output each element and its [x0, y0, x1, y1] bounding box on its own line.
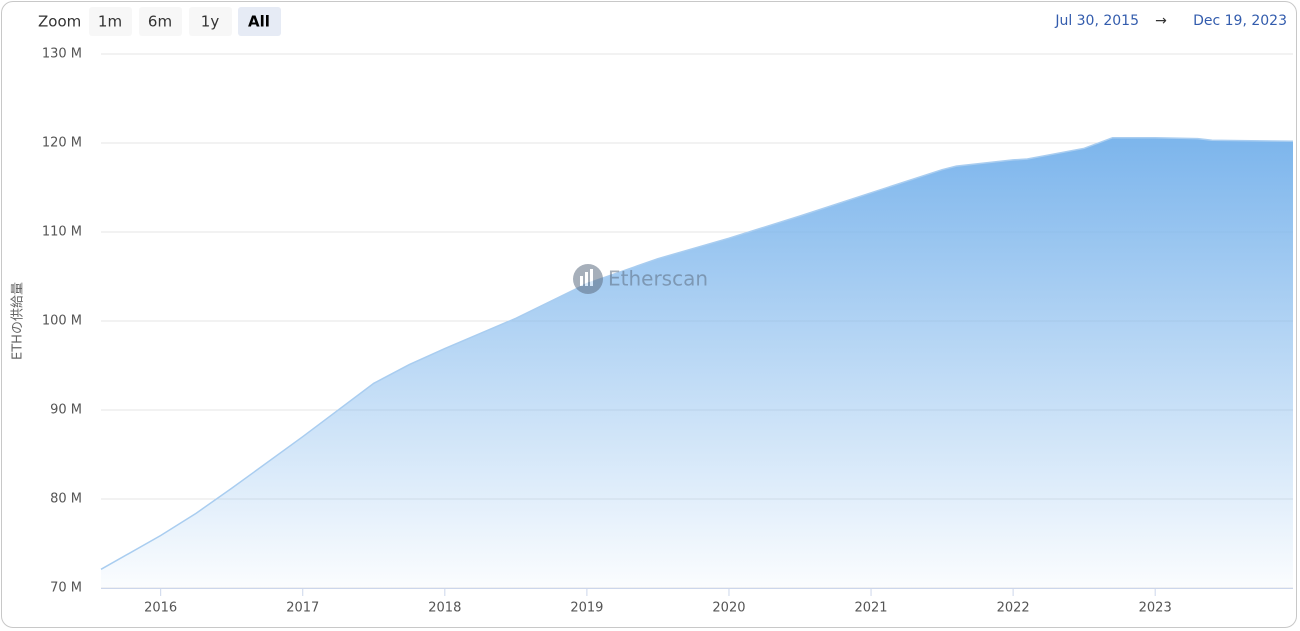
- x-tick-label: 2019: [570, 601, 603, 616]
- zoom-button[interactable]: [89, 7, 132, 36]
- x-tick-label: 2020: [712, 601, 745, 616]
- zoom-button-label[interactable]: 6m: [148, 13, 172, 31]
- range-from[interactable]: Jul 30, 2015: [1054, 13, 1139, 29]
- area-fill: [101, 137, 1293, 588]
- y-tick-label: 80 M: [50, 492, 82, 507]
- y-tick-label: 100 M: [42, 314, 82, 329]
- x-tick-label: 2021: [854, 601, 887, 616]
- zoom-button-label[interactable]: 1m: [98, 13, 122, 31]
- y-tick-label: 120 M: [42, 136, 82, 151]
- watermark-icon-bar: [585, 272, 588, 286]
- plot-area: 70 M 80 M 90 M 100 M 110 M 120 M 130 M 2016 2017…: [42, 47, 1294, 616]
- y-tick-label: 130 M: [42, 47, 82, 62]
- zoom-button[interactable]: [139, 7, 182, 36]
- watermark-icon-bar: [590, 269, 593, 286]
- y-tick-label: 90 M: [50, 403, 82, 418]
- zoom-button-label[interactable]: All: [248, 13, 270, 31]
- zoom-button[interactable]: [189, 7, 232, 36]
- x-tick-label: 2016: [144, 601, 177, 616]
- range-arrow: →: [1155, 13, 1167, 29]
- x-tick-label: 2022: [997, 601, 1030, 616]
- x-tick-label: 2018: [428, 601, 461, 616]
- zoom-button[interactable]: [238, 7, 281, 36]
- watermark-icon-bar: [580, 276, 583, 286]
- y-tick-label: 70 M: [50, 581, 82, 596]
- y-axis-title: ETHの供給量: [11, 282, 26, 360]
- watermark-text: Etherscan: [608, 267, 708, 291]
- zoom-button-label[interactable]: 1y: [201, 13, 220, 31]
- y-tick-label: 110 M: [42, 225, 82, 240]
- area-line: [100, 136, 1294, 570]
- watermark: Etherscan: [573, 264, 708, 294]
- zoom-label: Zoom: [38, 13, 81, 31]
- x-tick-label: 2023: [1139, 601, 1172, 616]
- x-tick-label: 2017: [286, 601, 319, 616]
- range-to[interactable]: Dec 19, 2023: [1193, 13, 1287, 29]
